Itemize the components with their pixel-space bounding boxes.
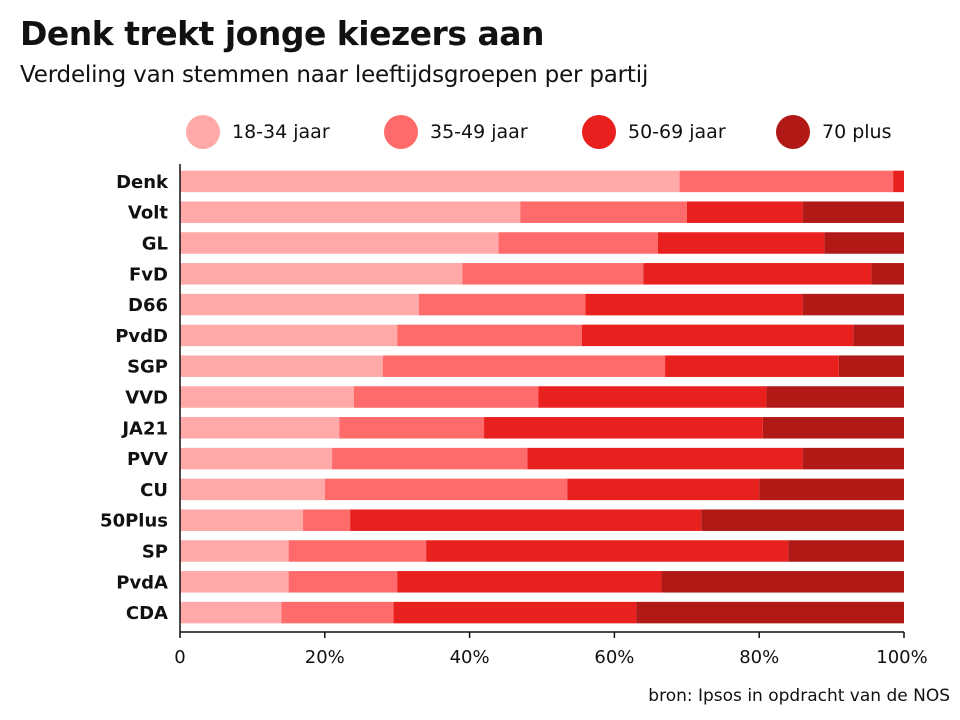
bar-50plus-series-1 — [180, 509, 304, 531]
legend-swatch — [776, 115, 810, 149]
bar-sp-series-3 — [426, 540, 789, 562]
category-label: Volt — [128, 203, 168, 224]
category-label: GL — [142, 234, 168, 255]
bar-volt-series-1 — [180, 201, 521, 223]
bar-vvd-series-3 — [538, 386, 767, 408]
bar-gl-series-3 — [657, 232, 825, 254]
bar-volt-series-2 — [520, 201, 687, 223]
bar-50plus-series-2 — [303, 509, 351, 531]
category-label: Denk — [116, 172, 169, 193]
legend-swatch — [186, 115, 220, 149]
bar-pvv-series-1 — [180, 447, 333, 470]
x-tick-label: 0 — [174, 647, 185, 668]
x-tick-label: 100% — [876, 647, 927, 668]
legend-label: 35-49 jaar — [430, 121, 528, 143]
x-tick-label: 80% — [739, 647, 779, 668]
bar-fvd-series-1 — [180, 263, 463, 285]
bar-sgp-series-1 — [180, 355, 383, 377]
bar-gl-series-4 — [824, 232, 904, 254]
legend-label: 18-34 jaar — [232, 121, 330, 143]
bar-vvd-series-4 — [766, 386, 904, 408]
bar-denk-series-1 — [180, 170, 680, 193]
bar-pvv-series-4 — [802, 447, 904, 470]
legend-item: 35-49 jaar — [384, 114, 528, 150]
chart-subtitle: Verdeling van stemmen naar leeftijdsgroe… — [20, 62, 649, 88]
bar-fvd-series-3 — [643, 263, 872, 285]
bar-denk-series-2 — [679, 170, 894, 193]
bar-pvda-series-1 — [180, 571, 289, 593]
category-label: PvdD — [115, 326, 168, 347]
legend: 18-34 jaar 35-49 jaar 50-69 jaar 70 plus — [0, 114, 960, 154]
bar-sp-series-2 — [288, 540, 427, 562]
bar-volt-series-3 — [686, 201, 803, 223]
bar-cda-series-1 — [180, 601, 282, 624]
bar-d66-series-2 — [418, 293, 586, 316]
bar-cda-series-4 — [636, 601, 904, 624]
bar-pvdd-series-1 — [180, 324, 398, 347]
bar-sgp-series-3 — [665, 355, 839, 377]
bar-gl-series-2 — [498, 232, 658, 254]
legend-label: 50-69 jaar — [628, 121, 726, 143]
legend-label: 70 plus — [822, 121, 892, 143]
bar-cu-series-3 — [567, 478, 760, 501]
bar-pvda-series-4 — [661, 571, 904, 593]
bar-ja21-series-3 — [484, 417, 763, 439]
bar-sp-series-1 — [180, 540, 289, 562]
category-label: VVD — [125, 388, 168, 409]
bar-pvdd-series-4 — [853, 324, 904, 347]
category-label: CDA — [126, 603, 168, 624]
bar-cu-series-2 — [324, 478, 568, 501]
bar-pvda-series-2 — [288, 571, 398, 593]
category-label: 50Plus — [100, 511, 168, 532]
category-label: PvdA — [116, 572, 168, 593]
bar-fvd-series-2 — [462, 263, 644, 285]
category-label: D66 — [128, 295, 168, 316]
legend-item: 70 plus — [776, 114, 892, 150]
bar-ja21-series-4 — [762, 417, 904, 439]
chart-title: Denk trekt jonge kiezers aan — [20, 14, 544, 53]
bar-ja21-series-2 — [339, 417, 485, 439]
bar-sgp-series-4 — [838, 355, 904, 377]
bar-d66-series-3 — [585, 293, 803, 316]
bar-pvda-series-3 — [397, 571, 662, 593]
bar-pvdd-series-2 — [397, 324, 582, 347]
category-label: PVV — [127, 449, 168, 470]
bar-cda-series-3 — [393, 601, 637, 624]
bar-pvv-series-2 — [332, 447, 528, 470]
legend-item: 50-69 jaar — [582, 114, 726, 150]
bar-ja21-series-1 — [180, 417, 340, 439]
legend-swatch — [582, 115, 616, 149]
category-label: CU — [140, 480, 168, 501]
category-label: SGP — [127, 357, 168, 378]
legend-swatch — [384, 115, 418, 149]
bar-denk-series-3 — [893, 170, 904, 193]
source-note: bron: Ipsos in opdracht van de NOS — [648, 686, 950, 706]
bar-pvv-series-3 — [527, 447, 803, 470]
x-tick-label: 20% — [305, 647, 345, 668]
bar-d66-series-4 — [802, 293, 904, 316]
category-label: FvD — [129, 264, 168, 285]
category-label: JA21 — [120, 418, 168, 439]
bar-cu-series-1 — [180, 478, 325, 501]
bar-vvd-series-2 — [353, 386, 539, 408]
bar-pvdd-series-3 — [581, 324, 854, 347]
category-label: SP — [142, 542, 168, 563]
bar-cda-series-2 — [281, 601, 394, 624]
legend-item: 18-34 jaar — [186, 114, 330, 150]
bar-50plus-series-4 — [701, 509, 904, 531]
bar-d66-series-1 — [180, 293, 419, 316]
bar-cu-series-4 — [759, 478, 904, 501]
bar-sgp-series-2 — [382, 355, 666, 377]
x-tick-label: 60% — [594, 647, 634, 668]
bar-50plus-series-3 — [350, 509, 702, 531]
bar-gl-series-1 — [180, 232, 499, 254]
bar-vvd-series-1 — [180, 386, 354, 408]
x-tick-label: 40% — [450, 647, 490, 668]
bar-sp-series-4 — [788, 540, 904, 562]
bar-fvd-series-4 — [871, 263, 904, 285]
bar-volt-series-4 — [802, 201, 904, 223]
